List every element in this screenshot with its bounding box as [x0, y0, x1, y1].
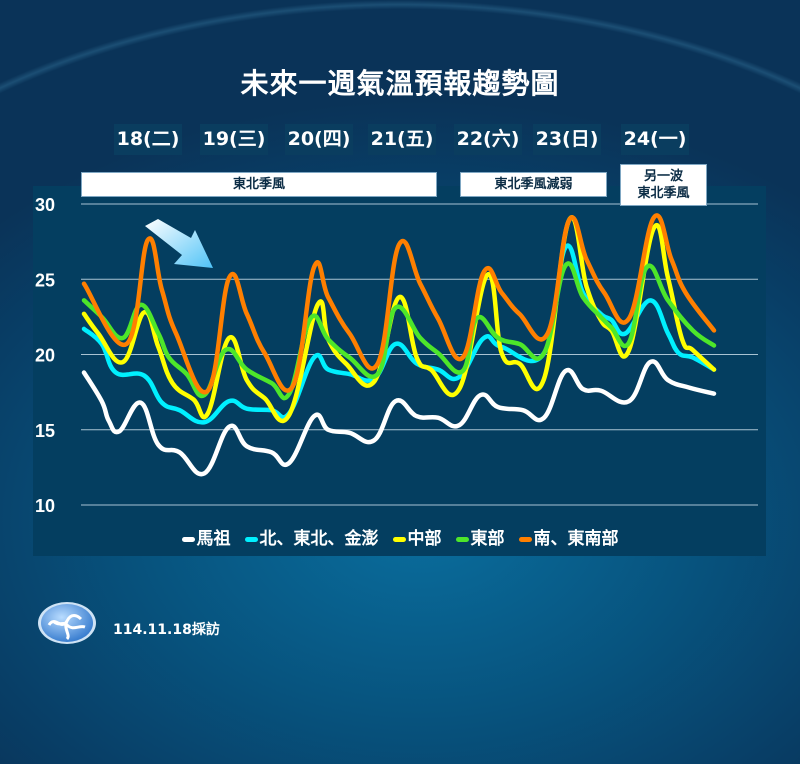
legend-swatch	[244, 536, 258, 542]
series-line-1	[81, 243, 717, 425]
day-label-23: 23(日)	[533, 124, 601, 155]
page-title: 未來一週氣溫預報趨勢圖	[240, 67, 560, 100]
legend-swatch	[518, 536, 532, 542]
legend-swatch	[181, 536, 195, 542]
series-line-2	[81, 215, 717, 424]
series-line-0	[81, 359, 717, 477]
banner-another-monsoon: 另一波 東北季風	[620, 164, 707, 206]
cwa-logo-icon	[38, 602, 96, 644]
legend-label: 南、東南部	[533, 529, 619, 549]
banner-monsoon-weakening: 東北季風減弱	[460, 172, 607, 197]
y-tick-label: 30	[35, 195, 55, 215]
legend-item: 馬祖	[181, 524, 231, 549]
interview-date: 114.11.18採訪	[113, 622, 220, 638]
day-label-20: 20(四)	[285, 124, 353, 155]
y-tick-label: 25	[35, 270, 55, 290]
day-label-24: 24(一)	[621, 124, 689, 155]
legend-item: 中部	[392, 524, 442, 549]
series-line-4	[81, 213, 717, 395]
legend-swatch	[392, 536, 406, 542]
legend-label: 東部	[470, 529, 505, 549]
legend-label: 北、東北、金澎	[259, 529, 379, 549]
legend-item: 東部	[455, 524, 505, 549]
chart-legend: 馬祖 北、東北、金澎 中部 東部 南、東南部	[0, 524, 800, 549]
temperature-chart: 10 15 20 25 30	[35, 195, 758, 516]
legend-item: 北、東北、金澎	[244, 524, 379, 549]
y-tick-label: 20	[35, 346, 55, 366]
banner-northeast-monsoon: 東北季風	[81, 172, 437, 197]
chart-panel: 10 15 20 25 30	[33, 186, 766, 556]
y-tick-label: 15	[35, 421, 55, 441]
legend-swatch	[455, 536, 469, 542]
day-label-21: 21(五)	[368, 124, 436, 155]
day-label-22: 22(六)	[454, 124, 522, 155]
legend-label: 馬祖	[196, 529, 231, 549]
series-line-3	[81, 261, 717, 401]
legend-item: 南、東南部	[518, 524, 619, 549]
y-tick-label: 10	[35, 496, 55, 516]
legend-label: 中部	[407, 529, 442, 549]
day-label-19: 19(三)	[200, 124, 268, 155]
day-label-18: 18(二)	[114, 124, 182, 155]
cold-air-arrow-icon	[145, 219, 213, 268]
